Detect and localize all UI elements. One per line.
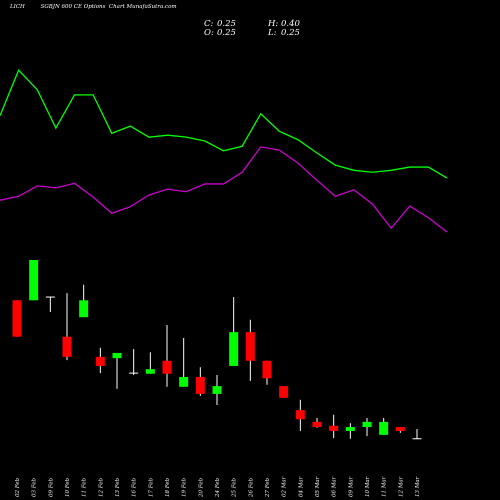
x-label-group: 20 Feb: [198, 477, 204, 498]
x-label-group: 13 Feb: [115, 477, 121, 497]
candle-body: [79, 300, 89, 318]
candle-body: [179, 377, 189, 387]
x-label-group: 12 Mar: [398, 476, 404, 497]
x-tick-label: 02 Feb: [15, 477, 21, 497]
x-tick-label: 09 Mar: [348, 476, 354, 497]
stat-key: H:: [267, 19, 278, 29]
candle-body: [29, 260, 39, 301]
x-tick-label: 13 Mar: [415, 476, 421, 497]
stat-value: 0.25: [217, 28, 236, 38]
x-tick-label: 03 Feb: [32, 477, 38, 497]
x-label-group: 19 Feb: [182, 477, 188, 497]
x-tick-label: 20 Feb: [198, 477, 204, 498]
candle-body: [412, 438, 422, 440]
x-tick-label: 16 Feb: [132, 477, 138, 497]
x-tick-label: 18 Feb: [165, 477, 171, 497]
stat-key: O:: [204, 28, 214, 38]
stat-value: 0.25: [281, 28, 300, 38]
x-tick-label: 10 Feb: [65, 477, 71, 497]
stat-key: C:: [204, 19, 214, 29]
candle-body: [245, 332, 255, 361]
x-label-group: 10 Mar: [365, 476, 371, 497]
x-label-group: 12 Feb: [98, 477, 104, 497]
x-label-group: 02 Feb: [15, 477, 21, 497]
x-label-group: 04 Mar: [298, 476, 304, 497]
x-label-group: 10 Feb: [65, 477, 71, 497]
candle-body: [112, 352, 122, 359]
candle-body: [62, 336, 72, 357]
candle-body: [45, 296, 55, 298]
candle-body: [145, 369, 155, 374]
x-tick-label: 04 Mar: [298, 476, 304, 497]
x-label-group: 27 Feb: [265, 477, 271, 498]
candle-body: [95, 356, 105, 366]
candle-body: [129, 372, 139, 374]
x-label-group: 13 Mar: [415, 476, 421, 497]
x-label-group: 02 Mar: [282, 476, 288, 497]
candle-body: [195, 377, 205, 394]
x-tick-label: 12 Mar: [398, 476, 404, 497]
x-label-group: 05 Mar: [315, 476, 321, 497]
x-tick-label: 11 Feb: [82, 477, 88, 497]
x-label-group: 18 Feb: [165, 477, 171, 497]
x-label-group: 11 Mar: [382, 476, 388, 497]
x-tick-label: 11 Mar: [382, 476, 388, 497]
x-label-group: 09 Mar: [348, 476, 354, 497]
x-tick-label: 27 Feb: [265, 477, 271, 498]
chart-title: LICH SGBJN 600 CE Options Chart MunafaSu…: [9, 4, 177, 10]
x-tick-label: 13 Feb: [115, 477, 121, 497]
candle-body: [12, 300, 22, 337]
x-label-group: 17 Feb: [148, 477, 154, 497]
stat-value: 0.40: [281, 19, 301, 29]
x-label-group: 24 Feb: [215, 477, 221, 498]
x-tick-label: 19 Feb: [182, 477, 188, 497]
candle-body: [279, 386, 289, 398]
x-tick-label: 12 Feb: [98, 477, 104, 497]
x-label-group: 16 Feb: [132, 477, 138, 497]
x-label-group: 26 Feb: [248, 477, 254, 498]
candle-body: [295, 410, 305, 420]
x-label-group: 09 Feb: [48, 477, 54, 497]
stat-value: 0.25: [217, 19, 236, 29]
candle-body: [362, 421, 372, 428]
x-tick-label: 06 Mar: [332, 476, 338, 497]
x-tick-label: 09 Feb: [48, 477, 54, 497]
x-label-group: 11 Feb: [82, 477, 88, 497]
x-tick-label: 24 Feb: [215, 477, 221, 498]
x-tick-label: 17 Feb: [148, 477, 154, 497]
x-tick-label: 05 Mar: [315, 476, 321, 497]
candle-body: [379, 421, 389, 435]
candle-body: [162, 360, 172, 374]
indicator-line: [0, 69, 448, 179]
candle-body: [395, 427, 405, 431]
x-tick-label: 02 Mar: [282, 476, 288, 497]
stat-key: L:: [267, 28, 277, 38]
x-label-group: 03 Feb: [32, 477, 38, 497]
indicator-line: [0, 146, 448, 233]
candle-body: [329, 425, 339, 431]
candle-body: [262, 360, 272, 379]
x-label-group: 25 Feb: [232, 477, 238, 498]
x-tick-label: 25 Feb: [232, 477, 238, 498]
x-tick-label: 10 Mar: [365, 476, 371, 497]
candle-body: [229, 332, 239, 366]
candle-body: [212, 386, 222, 394]
candle-body: [345, 427, 355, 431]
x-tick-label: 26 Feb: [248, 477, 254, 498]
candle-body: [312, 421, 322, 428]
x-label-group: 06 Mar: [332, 476, 338, 497]
